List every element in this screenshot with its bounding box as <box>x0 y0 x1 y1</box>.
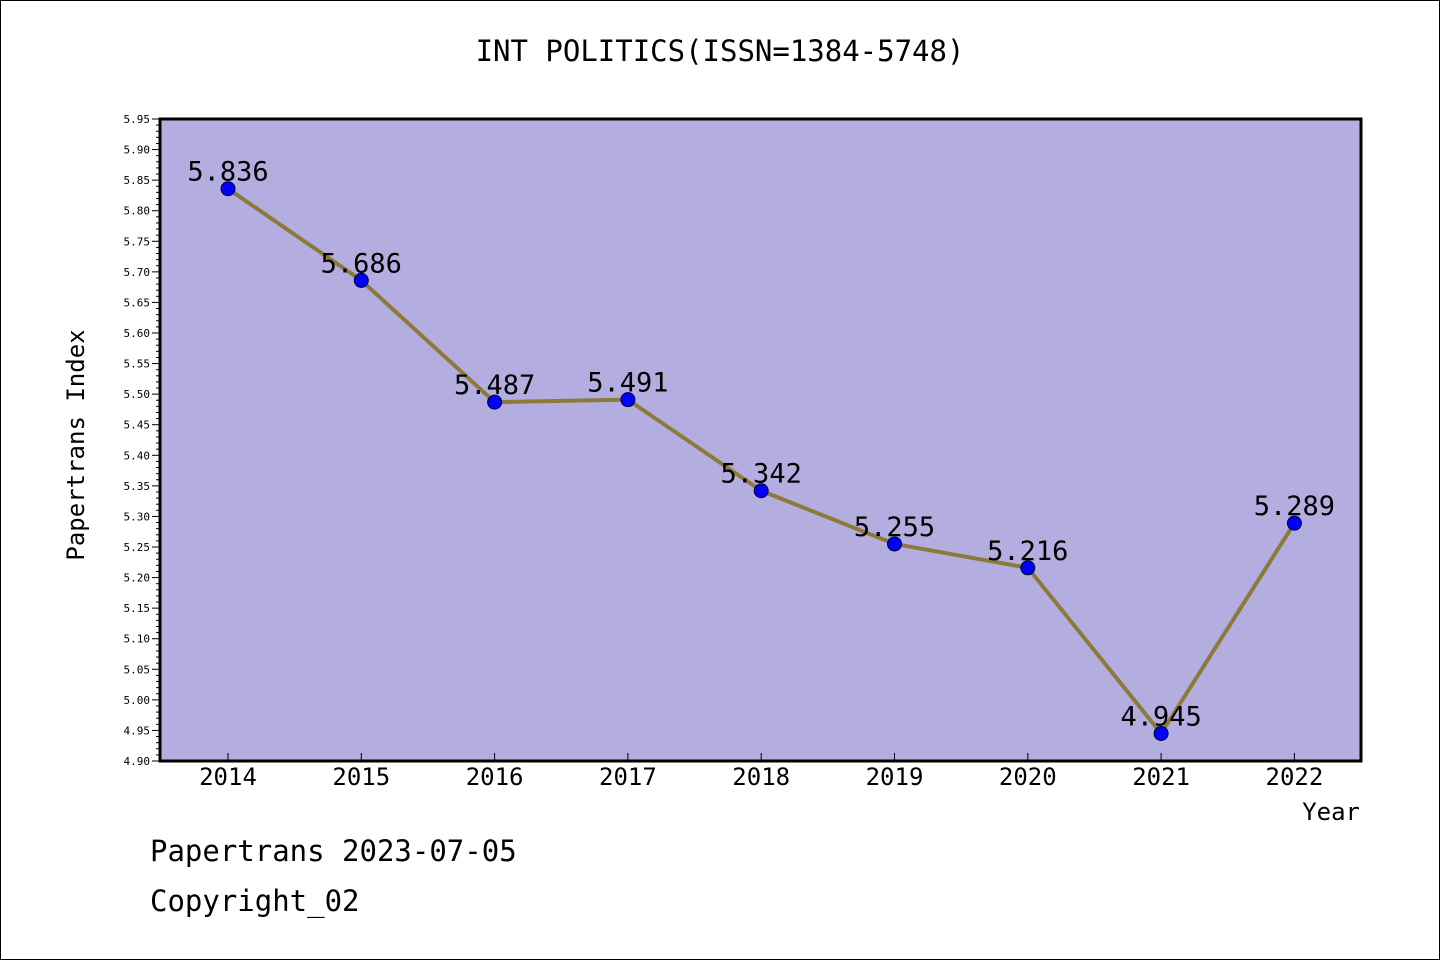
y-tick-label: 5.60 <box>124 327 151 340</box>
y-tick-label: 5.35 <box>124 480 151 493</box>
y-tick-label: 5.75 <box>124 235 151 248</box>
y-tick-label: 4.90 <box>124 755 151 768</box>
data-point <box>1153 725 1169 741</box>
data-point <box>220 181 236 197</box>
data-label: 4.945 <box>1120 701 1201 732</box>
data-label: 5.342 <box>721 459 802 490</box>
data-label: 5.216 <box>987 536 1068 567</box>
x-tick-label: 2015 <box>332 763 390 791</box>
x-tick-label: 2017 <box>599 763 657 791</box>
y-tick-label: 5.85 <box>124 174 151 187</box>
y-tick-label: 5.65 <box>124 296 151 309</box>
data-point <box>487 394 503 410</box>
y-tick-label: 5.25 <box>124 541 151 554</box>
x-tick-label: 2020 <box>999 763 1057 791</box>
x-axis: 2014 2015 2016 2017 2018 2019 2020 2021 2022 <box>199 753 1323 791</box>
y-tick-label: 5.05 <box>124 663 151 676</box>
y-axis-title: Papertrans Index <box>62 329 90 560</box>
y-tick-label: 5.70 <box>124 266 151 279</box>
plot-area <box>158 117 1363 763</box>
y-tick-label: 5.90 <box>124 144 151 157</box>
y-tick-label: 5.95 <box>124 113 151 126</box>
y-tick-label: 5.30 <box>124 510 151 523</box>
data-labels: 5.836 5.686 5.487 5.491 5.342 5.255 5.216 4.945… <box>187 157 1335 733</box>
data-label: 5.289 <box>1254 491 1335 522</box>
y-tick-label: 4.95 <box>124 724 151 737</box>
data-label: 5.255 <box>854 512 935 543</box>
x-tick-label: 2018 <box>732 763 790 791</box>
footer-date: Papertrans 2023-07-05 <box>150 834 517 868</box>
data-label: 5.836 <box>187 157 268 188</box>
y-tick-label: 5.15 <box>124 602 151 615</box>
y-tick-label: 5.55 <box>124 358 151 371</box>
data-point <box>1020 560 1036 576</box>
data-point <box>620 392 636 408</box>
footer-copyright: Copyright_02 <box>150 884 360 918</box>
x-tick-label: 2021 <box>1132 763 1190 791</box>
series-layer <box>220 181 1302 741</box>
y-axis: 4.90 4.95 5.00 5.05 5.10 5.15 5.20 5.25 5.30 5.35… <box>124 113 160 768</box>
y-tick-label: 5.00 <box>124 694 151 707</box>
data-point <box>353 272 369 288</box>
y-tick-label: 5.45 <box>124 419 151 432</box>
y-tick-label: 5.50 <box>124 388 151 401</box>
y-tick-label: 5.40 <box>124 449 151 462</box>
data-label: 5.686 <box>321 248 402 279</box>
data-point <box>887 536 902 552</box>
x-axis-title: Year <box>1302 798 1360 826</box>
chart-title: INT POLITICS(ISSN=1384-5748) <box>475 34 965 68</box>
data-point <box>753 483 769 499</box>
x-tick-label: 2014 <box>199 763 257 791</box>
data-point <box>1286 515 1302 531</box>
x-tick-label: 2022 <box>1266 763 1324 791</box>
data-label: 5.491 <box>587 368 668 399</box>
y-tick-label: 5.10 <box>124 633 151 646</box>
y-tick-label: 5.20 <box>124 572 151 585</box>
data-label: 5.487 <box>454 370 535 401</box>
y-tick-label: 5.80 <box>124 205 151 218</box>
x-tick-label: 2016 <box>466 763 524 791</box>
x-tick-label: 2019 <box>866 763 924 791</box>
